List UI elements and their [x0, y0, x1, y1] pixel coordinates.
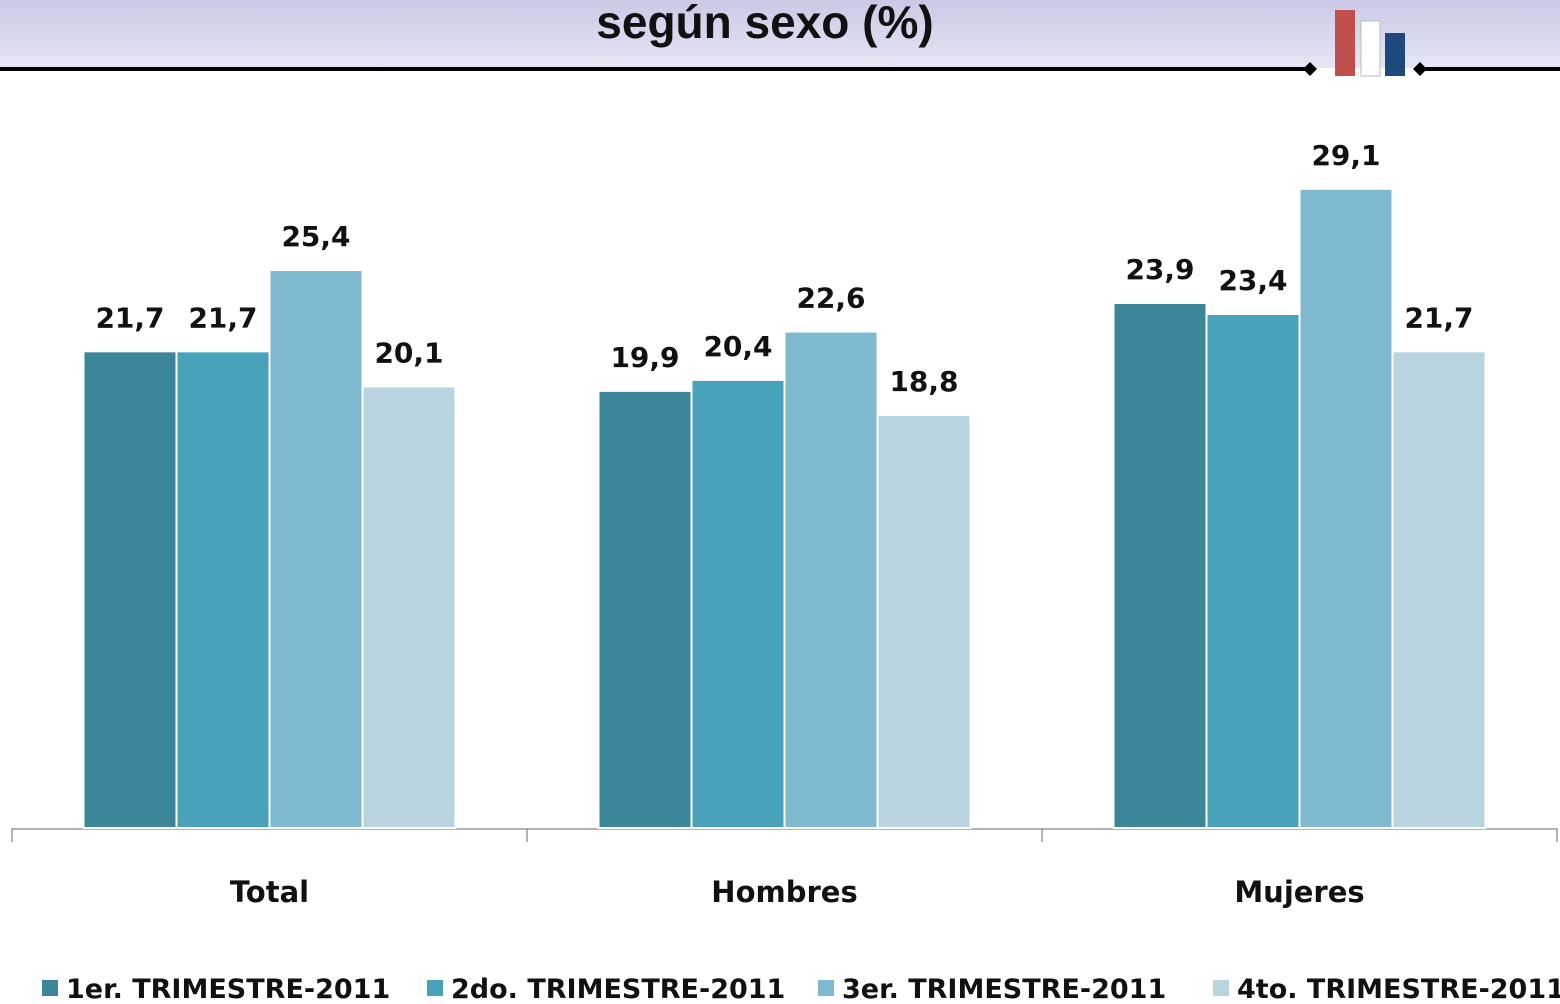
legend-swatch: [42, 980, 58, 996]
legend-swatch: [818, 980, 834, 996]
x-tick-label: Total: [230, 875, 309, 909]
logo-bar: [1385, 33, 1405, 76]
diamond: [1413, 62, 1427, 76]
value-label: 18,8: [889, 365, 958, 398]
header-band: [0, 0, 1560, 68]
value-label: 19,9: [610, 341, 679, 374]
value-label: 25,4: [281, 220, 350, 253]
value-label: 29,1: [1311, 139, 1380, 172]
x-tick-label: Hombres: [711, 875, 857, 909]
bar: [690, 378, 786, 829]
value-label: 22,6: [796, 282, 865, 315]
value-label: 21,7: [95, 301, 164, 334]
legend-label: 2do. TRIMESTRE-2011: [451, 974, 785, 1004]
legend-label: 1er. TRIMESTRE-2011: [66, 974, 390, 1004]
bar: [876, 414, 972, 829]
chart-title: según sexo (%): [596, 0, 933, 48]
value-label: 20,4: [703, 330, 772, 363]
legend-label: 3er. TRIMESTRE-2011: [842, 974, 1166, 1004]
legend-label: 4to. TRIMESTRE-2011: [1237, 974, 1560, 1004]
bar: [268, 269, 364, 829]
bar: [175, 350, 271, 829]
bar: [1112, 301, 1208, 830]
x-tick-label: Mujeres: [1234, 875, 1364, 909]
logo-bar: [1360, 20, 1381, 77]
legend-swatch: [427, 980, 443, 996]
bar: [597, 389, 693, 829]
legend-swatch: [1213, 980, 1229, 996]
value-label: 20,1: [374, 336, 443, 369]
bar: [1205, 312, 1301, 830]
value-label: 21,7: [1404, 301, 1473, 334]
diamond: [1303, 62, 1317, 76]
value-label: 23,9: [1125, 253, 1194, 286]
bar: [361, 385, 457, 829]
value-label: 23,4: [1218, 264, 1287, 297]
bar: [783, 330, 879, 829]
bar: [1391, 350, 1487, 829]
bar: [82, 350, 178, 829]
logo-bar: [1335, 10, 1355, 76]
value-label: 21,7: [188, 301, 257, 334]
bar: [1298, 187, 1394, 829]
